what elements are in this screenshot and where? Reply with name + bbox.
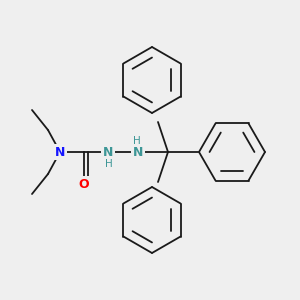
Text: H: H <box>133 136 141 146</box>
Text: O: O <box>79 178 89 190</box>
Text: H: H <box>105 159 113 169</box>
Text: N: N <box>133 146 143 158</box>
Text: N: N <box>55 146 65 158</box>
Text: N: N <box>103 146 113 158</box>
